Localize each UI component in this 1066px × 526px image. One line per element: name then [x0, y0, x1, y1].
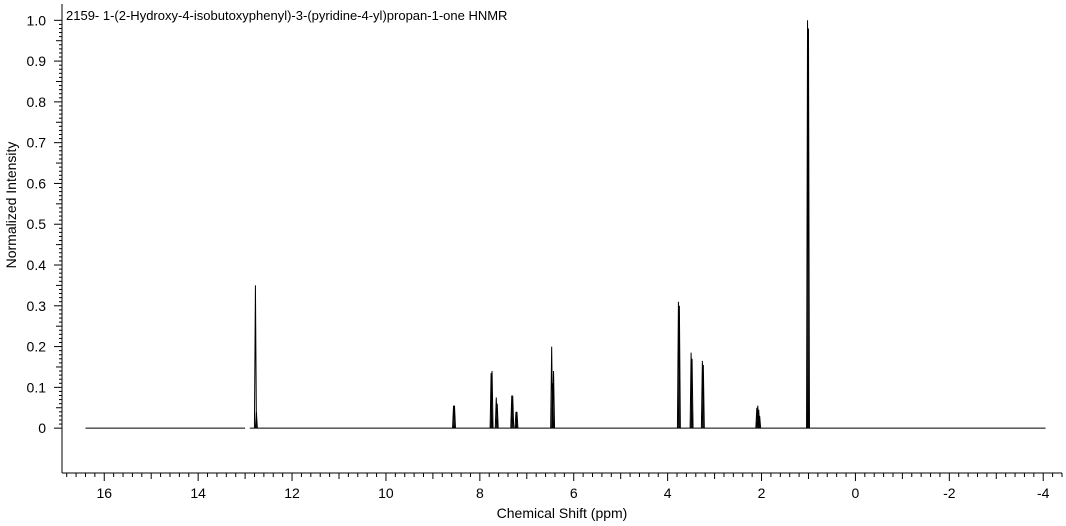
spectrum-peak — [511, 395, 515, 429]
x-tick-label: 8 — [476, 485, 484, 501]
spectrum-peak — [690, 358, 694, 429]
y-tick-label: 0.2 — [27, 339, 47, 355]
x-tick-label: 0 — [852, 485, 860, 501]
spectrum-peak — [495, 403, 499, 429]
y-tick-label: 0.7 — [27, 135, 47, 151]
y-tick-label: 0.4 — [27, 257, 47, 273]
y-tick-label: 0.6 — [27, 175, 47, 191]
x-axis-ticks: 16 14 12 10 8 6 4 2 0 -2 -4 — [66, 473, 1063, 501]
spectrum-peak — [490, 371, 494, 429]
spectrum-peak — [758, 415, 762, 429]
spectrum-peak — [552, 371, 556, 429]
spectrum-peak — [806, 28, 810, 429]
x-tick-label: 2 — [758, 485, 766, 501]
spectrum-peak — [254, 411, 258, 429]
x-tick-label: 6 — [570, 485, 578, 501]
y-tick-label: 0.9 — [27, 53, 47, 69]
spectrum-peak — [677, 305, 681, 429]
y-axis-ticks: 0 0.1 0.2 0.3 0.4 0.5 0.6 0.7 0.8 0.9 1.0 — [27, 12, 62, 436]
y-tick-label: 0.8 — [27, 94, 47, 110]
x-tick-label: -2 — [943, 485, 956, 501]
x-tick-label: -4 — [1037, 485, 1050, 501]
x-tick-label: 12 — [284, 485, 300, 501]
y-tick-label: 0.1 — [27, 379, 47, 395]
x-tick-label: 14 — [190, 485, 206, 501]
x-axis-title: Chemical Shift (ppm) — [497, 505, 628, 521]
spectrum-peak — [515, 411, 519, 429]
y-tick-label: 1.0 — [27, 12, 47, 28]
x-tick-label: 10 — [378, 485, 394, 501]
spectrum-peak — [452, 405, 456, 429]
y-tick-label: 0 — [38, 420, 46, 436]
x-tick-label: 16 — [96, 485, 112, 501]
spectrum-peaks — [253, 20, 810, 429]
spectrum-peak — [701, 364, 705, 429]
y-tick-label: 0.3 — [27, 298, 47, 314]
spectrum-peak — [253, 285, 257, 429]
y-tick-label: 0.5 — [27, 216, 47, 232]
chart-title: 2159- 1-(2-Hydroxy-4-isobutoxyphenyl)-3-… — [66, 8, 507, 23]
y-axis-title: Normalized Intensity — [3, 142, 19, 269]
x-tick-label: 4 — [664, 485, 672, 501]
